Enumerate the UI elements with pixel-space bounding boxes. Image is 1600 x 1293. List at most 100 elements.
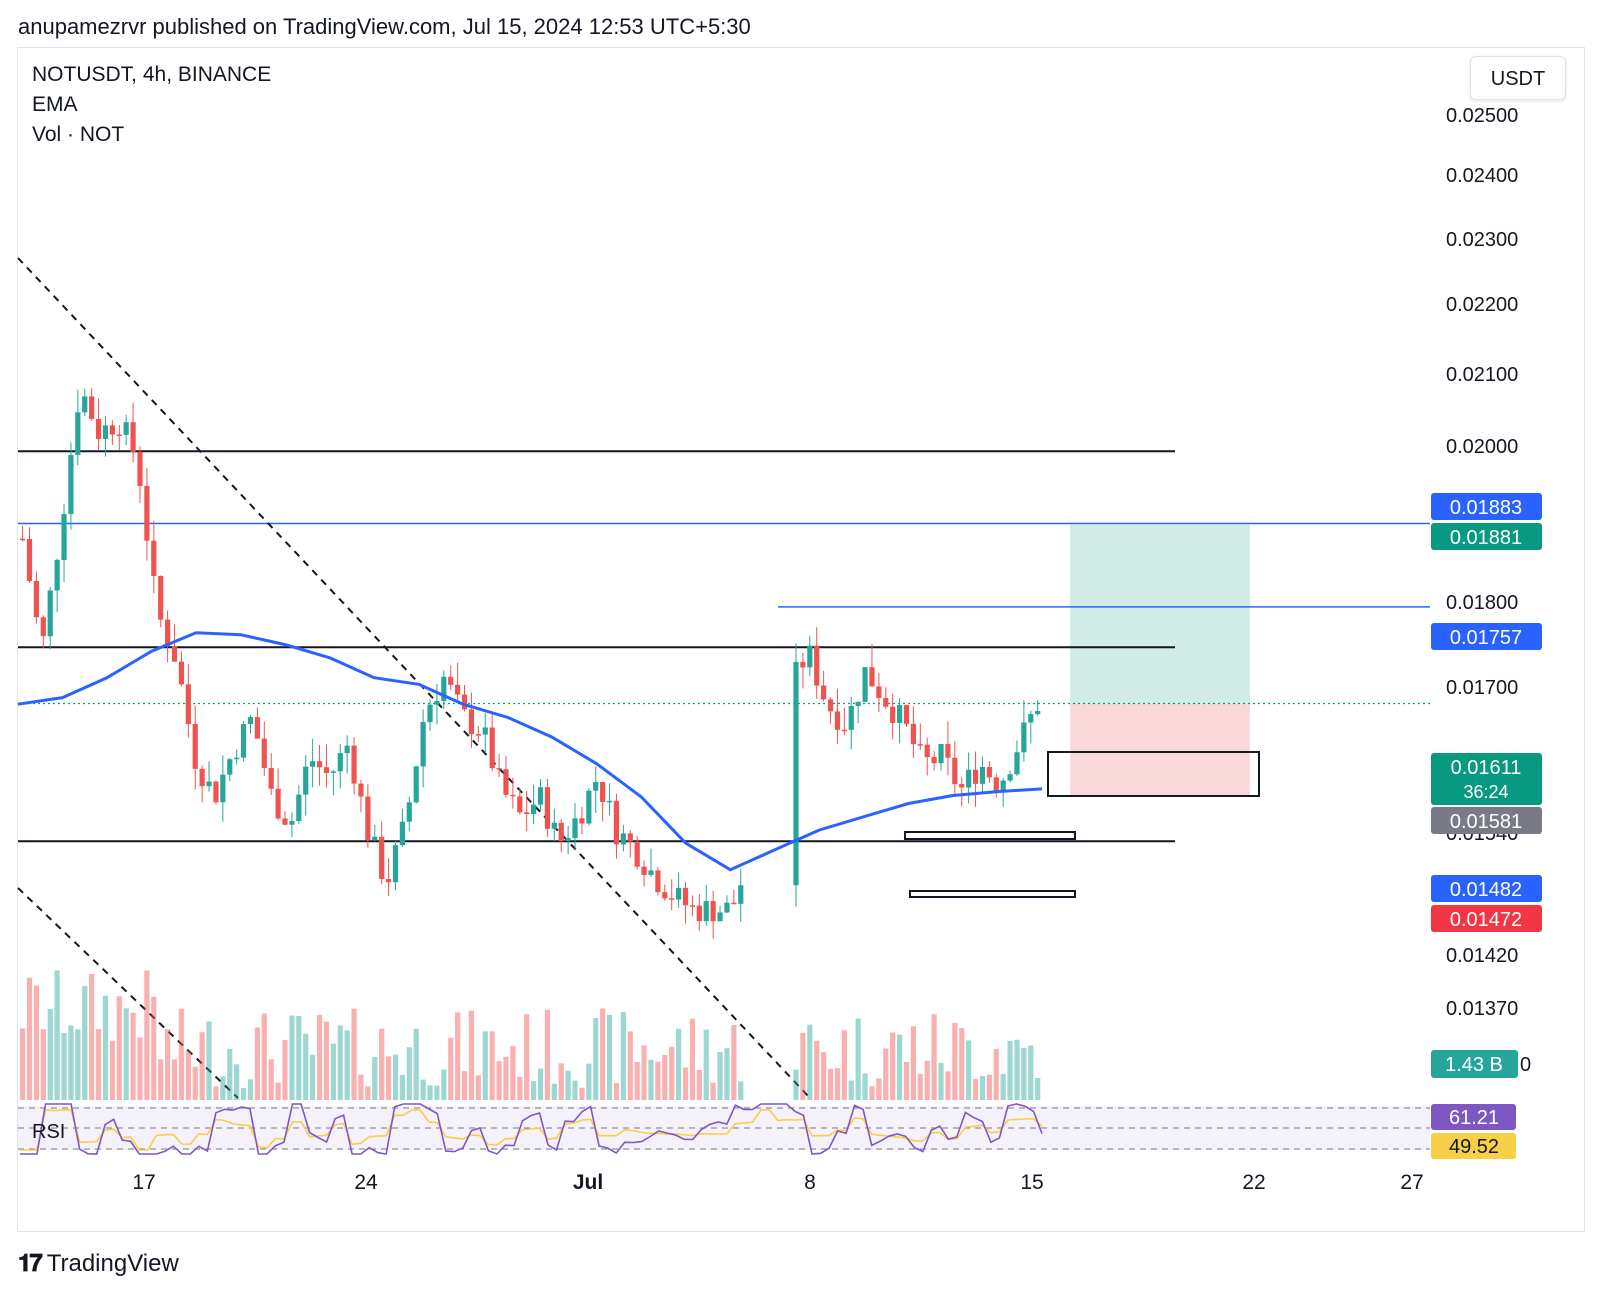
- volume-bar: [192, 1066, 198, 1100]
- candle-body: [82, 396, 88, 413]
- candle-body: [558, 822, 564, 842]
- volume-bar: [510, 1045, 516, 1100]
- volume-bar: [165, 1029, 171, 1100]
- volume-bar: [917, 1073, 923, 1100]
- price-label-bg: [1431, 905, 1542, 932]
- volume-bar: [517, 1076, 523, 1100]
- volume-bar: [731, 1025, 737, 1100]
- candle-body: [655, 870, 661, 893]
- volume-bar: [938, 1062, 944, 1100]
- volume-bar: [1007, 1040, 1013, 1100]
- volume-bar: [841, 1030, 847, 1100]
- candle-body: [220, 774, 226, 803]
- volume-bar: [123, 1008, 129, 1100]
- candle-body: [938, 744, 944, 764]
- y-tick-label: 0.02200: [1446, 294, 1518, 316]
- legend-symbol[interactable]: NOTUSDT, 4h, BINANCE: [32, 63, 272, 86]
- ema-line: [17, 631, 1043, 872]
- volume-bar: [420, 1079, 426, 1100]
- candle-body: [669, 898, 675, 900]
- legend-ema[interactable]: EMA: [32, 93, 78, 116]
- volume-label-suffix: 0: [1520, 1054, 1531, 1076]
- candle-body: [372, 836, 378, 841]
- candle-body: [1021, 722, 1027, 753]
- volume-bar: [40, 1029, 46, 1100]
- candle-body: [406, 802, 412, 822]
- candle-body: [310, 761, 316, 767]
- rsi-value-bg: [1431, 1133, 1516, 1159]
- candle-body: [289, 821, 295, 825]
- volume-bar: [158, 1059, 164, 1100]
- candle-body: [579, 818, 585, 824]
- currency-button[interactable]: USDT: [1470, 56, 1566, 100]
- candle-body: [572, 818, 578, 839]
- candle-body: [821, 685, 827, 700]
- candle-body: [689, 905, 696, 907]
- volume-bar: [669, 1046, 675, 1100]
- volume-bar: [703, 1029, 709, 1100]
- candle-body: [365, 796, 371, 841]
- volume-bar: [993, 1048, 999, 1100]
- candle-body: [247, 717, 254, 725]
- x-tick-label: 17: [132, 1171, 155, 1194]
- candles: [20, 388, 1041, 939]
- candle-body: [282, 818, 288, 825]
- volume-bars: [20, 970, 1041, 1100]
- rsi-value-label: 49.52: [1449, 1136, 1499, 1158]
- volume-bar: [966, 1040, 972, 1100]
- volume-bar: [75, 1029, 81, 1100]
- volume-bar: [696, 1070, 702, 1100]
- volume-bar: [524, 1014, 530, 1100]
- candle-body: [379, 836, 385, 880]
- candle-body: [979, 766, 986, 784]
- volume-bar: [89, 973, 95, 1100]
- candle-body: [517, 796, 523, 813]
- candle-body: [869, 667, 875, 687]
- volume-bar: [310, 1054, 316, 1100]
- candle-body: [910, 723, 916, 745]
- volume-bar: [586, 1063, 592, 1100]
- volume-bar: [206, 1021, 212, 1100]
- volume-bar: [793, 1069, 799, 1100]
- candle-body: [254, 717, 260, 739]
- candle-body: [40, 617, 46, 637]
- candle-body: [903, 705, 910, 724]
- candle-body: [627, 833, 633, 842]
- candle-body: [586, 790, 592, 824]
- candle-body: [330, 771, 336, 773]
- volume-bar: [468, 1010, 475, 1100]
- volume-bar: [800, 1032, 806, 1100]
- volume-bar: [413, 1028, 419, 1100]
- candle-body: [696, 905, 702, 922]
- volume-bar: [890, 1032, 896, 1100]
- volume-bar: [144, 970, 150, 1100]
- price-label-bg: [1431, 493, 1542, 520]
- volume-bar: [82, 986, 88, 1100]
- volume-bar: [247, 1079, 254, 1100]
- candle-body: [116, 434, 122, 437]
- candle-body: [876, 686, 882, 698]
- y-tick-label: 0.02400: [1446, 165, 1518, 187]
- volume-bar: [593, 1018, 599, 1100]
- candle-body: [240, 724, 247, 758]
- candle-body: [165, 619, 171, 647]
- volume-bar: [613, 1082, 620, 1100]
- trendline-upper: [17, 257, 811, 1099]
- volume-bar: [254, 1027, 260, 1100]
- candle-body: [986, 766, 992, 778]
- candle-body: [600, 781, 606, 803]
- candle-body: [199, 768, 205, 787]
- volume-bar: [199, 1032, 205, 1100]
- candle-body: [896, 705, 903, 723]
- brand[interactable]: 𝟏𝟕 TradingView: [18, 1250, 179, 1278]
- candle-body: [531, 804, 537, 815]
- legend-volume[interactable]: Vol · NOT: [32, 123, 125, 146]
- price-label: 0.01881: [1450, 527, 1522, 549]
- candle-body: [137, 451, 143, 486]
- candle-body: [883, 697, 889, 707]
- candle-body: [593, 781, 599, 791]
- candle-body: [185, 684, 191, 724]
- candle-body: [503, 769, 509, 795]
- candle-body: [427, 704, 433, 723]
